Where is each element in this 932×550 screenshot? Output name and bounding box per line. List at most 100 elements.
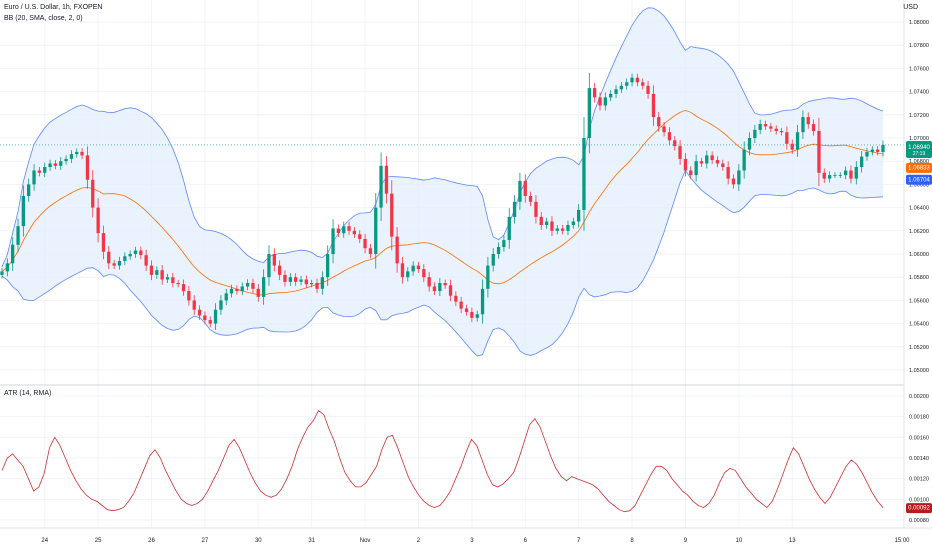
candle[interactable]	[37, 167, 41, 177]
candle[interactable]	[320, 271, 324, 295]
candle[interactable]	[742, 141, 746, 179]
candle[interactable]	[614, 85, 618, 98]
candle[interactable]	[310, 279, 314, 288]
candle[interactable]	[619, 82, 623, 94]
candle[interactable]	[699, 157, 704, 167]
candle[interactable]	[817, 117, 821, 187]
candle[interactable]	[155, 266, 159, 279]
candle[interactable]	[69, 150, 74, 163]
candle[interactable]	[59, 157, 63, 170]
candle[interactable]	[651, 85, 656, 126]
candle[interactable]	[395, 227, 399, 273]
candle[interactable]	[123, 252, 127, 266]
candle[interactable]	[363, 233, 367, 254]
candle[interactable]	[246, 279, 250, 291]
candle[interactable]	[646, 80, 650, 99]
candle[interactable]	[811, 119, 816, 136]
candle[interactable]	[747, 132, 752, 156]
candle[interactable]	[507, 208, 511, 249]
candle[interactable]	[75, 148, 79, 158]
candle[interactable]	[790, 139, 794, 154]
candle[interactable]	[774, 125, 778, 135]
candle[interactable]	[673, 135, 677, 151]
candlestick-series[interactable]	[0, 72, 885, 330]
candle[interactable]	[117, 256, 122, 270]
candle[interactable]	[587, 72, 591, 154]
candle[interactable]	[229, 284, 234, 298]
candle[interactable]	[785, 126, 789, 150]
candle[interactable]	[64, 155, 68, 165]
candle[interactable]	[331, 219, 335, 264]
candle[interactable]	[758, 119, 762, 135]
candle[interactable]	[176, 279, 180, 288]
symbol-title[interactable]: Euro / U.S. Dollar, 1h, FXOPEN	[4, 4, 103, 11]
candle[interactable]	[635, 73, 639, 87]
candle[interactable]	[715, 156, 720, 168]
candle[interactable]	[240, 282, 244, 296]
candle[interactable]	[454, 291, 458, 306]
candle[interactable]	[876, 146, 880, 156]
candle[interactable]	[139, 246, 143, 260]
candle[interactable]	[256, 283, 260, 302]
candle[interactable]	[368, 243, 373, 259]
candle[interactable]	[213, 303, 218, 330]
candle[interactable]	[470, 307, 474, 323]
candle[interactable]	[85, 146, 90, 189]
candle[interactable]	[833, 172, 837, 179]
candle[interactable]	[48, 159, 52, 171]
candle[interactable]	[486, 256, 490, 298]
candle[interactable]	[550, 216, 554, 237]
candle[interactable]	[801, 110, 805, 139]
candle[interactable]	[336, 224, 340, 238]
candle[interactable]	[731, 174, 736, 189]
candle[interactable]	[0, 267, 4, 279]
indicator-atr-legend[interactable]: ATR (14, RMA)	[4, 390, 52, 397]
candle[interactable]	[737, 164, 741, 191]
candle[interactable]	[464, 304, 469, 316]
candle[interactable]	[192, 295, 196, 315]
candle[interactable]	[171, 272, 175, 288]
candle[interactable]	[828, 171, 832, 183]
candle[interactable]	[96, 198, 100, 243]
candle[interactable]	[80, 148, 84, 160]
candle[interactable]	[32, 164, 36, 191]
candle[interactable]	[726, 161, 730, 185]
candle[interactable]	[502, 235, 506, 252]
candle[interactable]	[545, 217, 549, 229]
candle[interactable]	[448, 279, 453, 302]
candle[interactable]	[593, 82, 597, 103]
candle[interactable]	[299, 276, 303, 286]
candle[interactable]	[224, 288, 228, 306]
candle[interactable]	[459, 296, 463, 314]
candle[interactable]	[288, 273, 292, 286]
candle[interactable]	[694, 154, 698, 182]
candle[interactable]	[860, 151, 864, 173]
candle[interactable]	[603, 92, 607, 111]
candle[interactable]	[352, 227, 356, 239]
candle[interactable]	[101, 225, 106, 260]
candle[interactable]	[822, 168, 826, 183]
candle[interactable]	[187, 285, 191, 306]
candle[interactable]	[294, 273, 298, 286]
candle[interactable]	[197, 305, 202, 320]
candle[interactable]	[181, 279, 186, 296]
candle[interactable]	[251, 278, 255, 294]
candle[interactable]	[561, 225, 565, 235]
atr-axis[interactable]: 0.00200 0.00180 0.00160 0.00140 0.00120 0.001…	[909, 394, 929, 524]
candle[interactable]	[27, 178, 31, 202]
candle[interactable]	[283, 270, 287, 287]
candle[interactable]	[416, 261, 421, 273]
candle[interactable]	[609, 90, 613, 102]
candle[interactable]	[112, 259, 116, 270]
candle[interactable]	[512, 195, 517, 224]
candle[interactable]	[555, 225, 559, 235]
candle[interactable]	[566, 220, 570, 236]
candle[interactable]	[165, 273, 170, 283]
candle[interactable]	[5, 258, 9, 277]
candle[interactable]	[630, 73, 634, 87]
currency-label[interactable]: USD	[903, 4, 918, 11]
candle[interactable]	[128, 250, 132, 260]
candle[interactable]	[11, 237, 15, 271]
candle[interactable]	[710, 151, 714, 165]
